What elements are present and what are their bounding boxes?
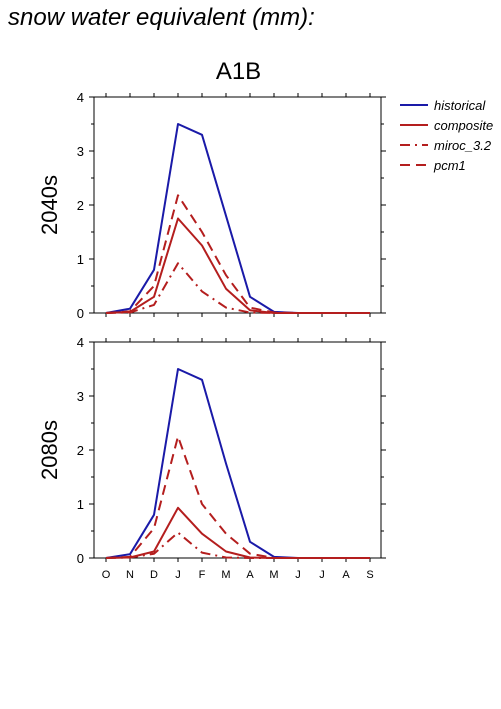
series-line-historical (105, 368, 370, 559)
series-line-miroc-3-2 (105, 262, 370, 314)
legend-label: composite (434, 118, 493, 133)
legend: historical composite miroc_3.2 pcm1 (400, 98, 493, 173)
x-tick-label: J (319, 569, 325, 581)
panel-2080s: 0 1 2 3 4 O N D J F M A M J J A S 2080s (37, 335, 386, 581)
y-tick-label: 0 (77, 306, 84, 321)
scenario-title: A1B (215, 58, 262, 85)
panel-2040s: 0 1 2 3 4 2040s (37, 90, 386, 321)
x-tick-label: M (221, 569, 230, 581)
x-tick-label: J (295, 569, 301, 581)
legend-label: historical (434, 98, 486, 113)
y-tick-label: 3 (77, 144, 84, 159)
x-tick-label: O (102, 569, 111, 581)
x-tick-label: M (269, 569, 278, 581)
y-tick-label: 2 (77, 198, 84, 213)
legend-label: miroc_3.2 (434, 138, 492, 153)
y-tick-label: 1 (77, 252, 84, 267)
plot-frame (93, 341, 382, 559)
x-tick-label: A (342, 569, 350, 581)
y-tick-label: 4 (77, 335, 84, 350)
x-tick-label: D (150, 569, 158, 581)
row-label: 2080s (37, 420, 62, 480)
x-tick-label: A (246, 569, 254, 581)
series-line-pcm1 (105, 435, 370, 559)
y-tick-label: 0 (77, 551, 84, 566)
figure-title: snow water equivalent (mm): (8, 4, 315, 31)
x-tick-label: N (126, 569, 134, 581)
legend-label: pcm1 (433, 158, 466, 173)
y-tick-label: 2 (77, 443, 84, 458)
plot-frame (93, 96, 382, 314)
series-line-composite (105, 506, 370, 559)
x-tick-label: S (366, 569, 373, 581)
x-tick-label: J (175, 569, 181, 581)
y-tick-label: 3 (77, 389, 84, 404)
x-tick-label: F (199, 569, 206, 581)
y-tick-label: 4 (77, 90, 84, 105)
series-line-historical (105, 123, 370, 314)
series-line-pcm1 (105, 194, 370, 314)
row-label: 2040s (37, 175, 62, 235)
series-line-composite (105, 217, 370, 314)
y-tick-label: 1 (77, 497, 84, 512)
